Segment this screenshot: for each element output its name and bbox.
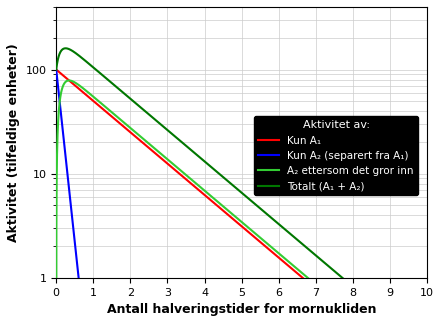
- A₂ ettersom det gror inn: [121, 120, 126, 124]
- A₂ ettersom det gror inn: [330, 297, 336, 301]
- Totalt (A₁ + A₂): [121, 91, 126, 95]
- A₂ ettersom det gror inn: [67, 78, 72, 82]
- Line: Kun A₂ (separert fra A₁): Kun A₂ (separert fra A₁): [56, 70, 427, 323]
- Line: Kun A₁: Kun A₁: [56, 70, 427, 323]
- Kun A₁: [121, 125, 126, 129]
- Kun A₁: [53, 68, 59, 72]
- Line: A₂ ettersom det gror inn: A₂ ettersom det gror inn: [56, 80, 427, 323]
- Totalt (A₁ + A₂): [330, 268, 336, 272]
- Y-axis label: Aktivitet (tilfeldige enheter): Aktivitet (tilfeldige enheter): [7, 43, 20, 242]
- Kun A₁: [295, 271, 300, 275]
- Totalt (A₁ + A₂): [195, 154, 201, 158]
- Kun A₁: [195, 187, 201, 191]
- Kun A₁: [276, 255, 281, 259]
- Totalt (A₁ + A₂): [63, 47, 68, 50]
- Kun A₂ (separert fra A₁): [53, 68, 59, 72]
- Kun A₁: [330, 301, 336, 305]
- Totalt (A₁ + A₂): [359, 292, 364, 296]
- Totalt (A₁ + A₂): [276, 222, 281, 226]
- X-axis label: Antall halveringstider for mornukliden: Antall halveringstider for mornukliden: [107, 303, 376, 316]
- A₂ ettersom det gror inn: [359, 321, 364, 323]
- Legend: Kun A₁, Kun A₂ (separert fra A₁), A₂ ettersom det gror inn, Totalt (A₁ + A₂): Kun A₁, Kun A₂ (separert fra A₁), A₂ ett…: [254, 116, 418, 195]
- Totalt (A₁ + A₂): [295, 238, 300, 242]
- Totalt (A₁ + A₂): [53, 68, 59, 72]
- A₂ ettersom det gror inn: [195, 183, 201, 187]
- Line: Totalt (A₁ + A₂): Totalt (A₁ + A₂): [56, 48, 427, 323]
- A₂ ettersom det gror inn: [276, 251, 281, 255]
- A₂ ettersom det gror inn: [295, 267, 300, 271]
